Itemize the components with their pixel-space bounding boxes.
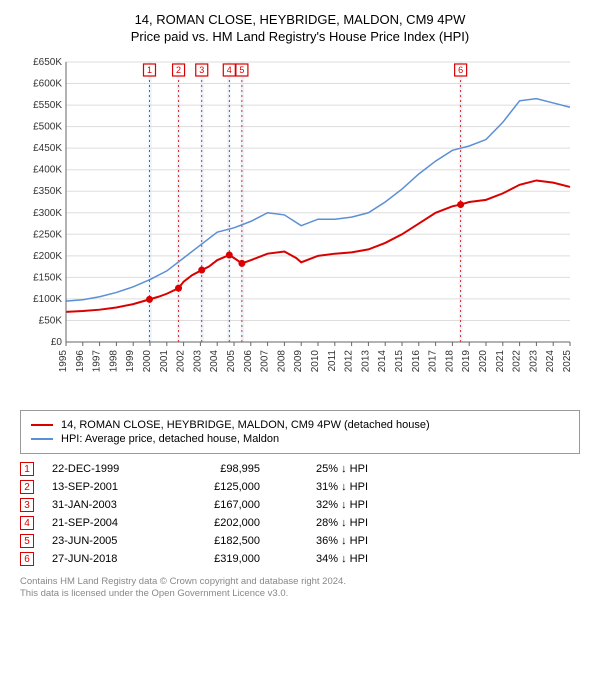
svg-text:6: 6: [458, 65, 463, 75]
sale-date: 22-DEC-1999: [52, 463, 162, 475]
sale-diff: 34% ↓ HPI: [278, 553, 368, 565]
svg-text:2010: 2010: [310, 350, 321, 373]
svg-text:2012: 2012: [344, 350, 355, 373]
svg-text:1995: 1995: [58, 350, 69, 373]
sale-diff: 31% ↓ HPI: [278, 481, 368, 493]
svg-text:2005: 2005: [226, 350, 237, 373]
page-subtitle: Price paid vs. HM Land Registry's House …: [10, 29, 590, 44]
svg-text:2025: 2025: [562, 350, 573, 373]
svg-text:4: 4: [227, 65, 232, 75]
sale-date: 21-SEP-2004: [52, 517, 162, 529]
sale-marker: 2: [20, 480, 34, 494]
svg-text:2008: 2008: [276, 350, 287, 373]
svg-text:2024: 2024: [545, 350, 556, 373]
legend: 14, ROMAN CLOSE, HEYBRIDGE, MALDON, CM9 …: [20, 410, 580, 454]
sales-row: 1 22-DEC-1999 £98,995 25% ↓ HPI: [20, 462, 580, 476]
sale-marker: 1: [20, 462, 34, 476]
svg-text:2002: 2002: [176, 350, 187, 373]
sale-date: 27-JUN-2018: [52, 553, 162, 565]
svg-text:2015: 2015: [394, 350, 405, 373]
legend-label-property: 14, ROMAN CLOSE, HEYBRIDGE, MALDON, CM9 …: [61, 419, 430, 431]
svg-text:1999: 1999: [125, 350, 136, 373]
sale-price: £167,000: [180, 499, 260, 511]
svg-text:2016: 2016: [411, 350, 422, 373]
sale-price: £319,000: [180, 553, 260, 565]
svg-text:£150K: £150K: [33, 272, 62, 283]
legend-row-property: 14, ROMAN CLOSE, HEYBRIDGE, MALDON, CM9 …: [31, 419, 569, 431]
sale-diff: 32% ↓ HPI: [278, 499, 368, 511]
sale-price: £98,995: [180, 463, 260, 475]
sale-diff: 28% ↓ HPI: [278, 517, 368, 529]
sales-row: 4 21-SEP-2004 £202,000 28% ↓ HPI: [20, 516, 580, 530]
svg-text:2011: 2011: [327, 350, 338, 372]
svg-text:2014: 2014: [377, 350, 388, 373]
svg-text:1996: 1996: [75, 350, 86, 373]
sale-marker: 3: [20, 498, 34, 512]
legend-swatch-hpi: [31, 438, 53, 440]
svg-text:2020: 2020: [478, 350, 489, 373]
page-title: 14, ROMAN CLOSE, HEYBRIDGE, MALDON, CM9 …: [10, 12, 590, 27]
sale-diff: 25% ↓ HPI: [278, 463, 368, 475]
sales-row: 2 13-SEP-2001 £125,000 31% ↓ HPI: [20, 480, 580, 494]
svg-text:£0: £0: [51, 337, 63, 348]
sale-marker: 5: [20, 534, 34, 548]
svg-text:2003: 2003: [192, 350, 203, 373]
sale-date: 31-JAN-2003: [52, 499, 162, 511]
svg-text:£600K: £600K: [33, 79, 62, 90]
sale-price: £125,000: [180, 481, 260, 493]
sales-table: 1 22-DEC-1999 £98,995 25% ↓ HPI 2 13-SEP-2001…: [20, 462, 580, 566]
svg-text:£100K: £100K: [33, 294, 62, 305]
svg-text:£400K: £400K: [33, 165, 62, 176]
svg-text:2006: 2006: [243, 350, 254, 373]
sale-diff: 36% ↓ HPI: [278, 535, 368, 547]
svg-text:2023: 2023: [528, 350, 539, 373]
footnote: Contains HM Land Registry data © Crown c…: [20, 576, 580, 601]
svg-text:2009: 2009: [293, 350, 304, 373]
svg-text:£350K: £350K: [33, 186, 62, 197]
legend-row-hpi: HPI: Average price, detached house, Mald…: [31, 433, 569, 445]
sales-row: 6 27-JUN-2018 £319,000 34% ↓ HPI: [20, 552, 580, 566]
sale-marker: 6: [20, 552, 34, 566]
legend-label-hpi: HPI: Average price, detached house, Mald…: [61, 433, 279, 445]
svg-text:£200K: £200K: [33, 251, 62, 262]
svg-text:3: 3: [199, 65, 204, 75]
svg-text:2004: 2004: [209, 350, 220, 373]
svg-text:2007: 2007: [260, 350, 271, 373]
svg-text:2021: 2021: [495, 350, 506, 373]
svg-text:£300K: £300K: [33, 208, 62, 219]
svg-text:2019: 2019: [461, 350, 472, 373]
svg-text:2022: 2022: [512, 350, 523, 373]
svg-text:1: 1: [147, 65, 152, 75]
sales-row: 3 31-JAN-2003 £167,000 32% ↓ HPI: [20, 498, 580, 512]
svg-text:£550K: £550K: [33, 100, 62, 111]
footnote-line1: Contains HM Land Registry data © Crown c…: [20, 576, 580, 588]
svg-text:£450K: £450K: [33, 143, 62, 154]
sale-marker: 4: [20, 516, 34, 530]
svg-text:1997: 1997: [92, 350, 103, 373]
svg-text:£50K: £50K: [39, 315, 63, 326]
sale-date: 13-SEP-2001: [52, 481, 162, 493]
svg-text:£650K: £650K: [33, 57, 62, 68]
svg-text:2001: 2001: [159, 350, 170, 373]
svg-text:£250K: £250K: [33, 229, 62, 240]
svg-text:2017: 2017: [428, 350, 439, 373]
sale-price: £202,000: [180, 517, 260, 529]
svg-text:2: 2: [176, 65, 181, 75]
svg-text:2018: 2018: [444, 350, 455, 373]
svg-text:1998: 1998: [108, 350, 119, 373]
svg-text:2013: 2013: [360, 350, 371, 373]
svg-text:2000: 2000: [142, 350, 153, 373]
sale-price: £182,500: [180, 535, 260, 547]
price-chart: £0 £50K £100K £150K £200K £250K £300K £350K £400…: [20, 52, 580, 402]
svg-text:5: 5: [239, 65, 244, 75]
sale-date: 23-JUN-2005: [52, 535, 162, 547]
svg-text:£500K: £500K: [33, 122, 62, 133]
legend-swatch-property: [31, 424, 53, 426]
sales-row: 5 23-JUN-2005 £182,500 36% ↓ HPI: [20, 534, 580, 548]
footnote-line2: This data is licensed under the Open Gov…: [20, 588, 580, 600]
